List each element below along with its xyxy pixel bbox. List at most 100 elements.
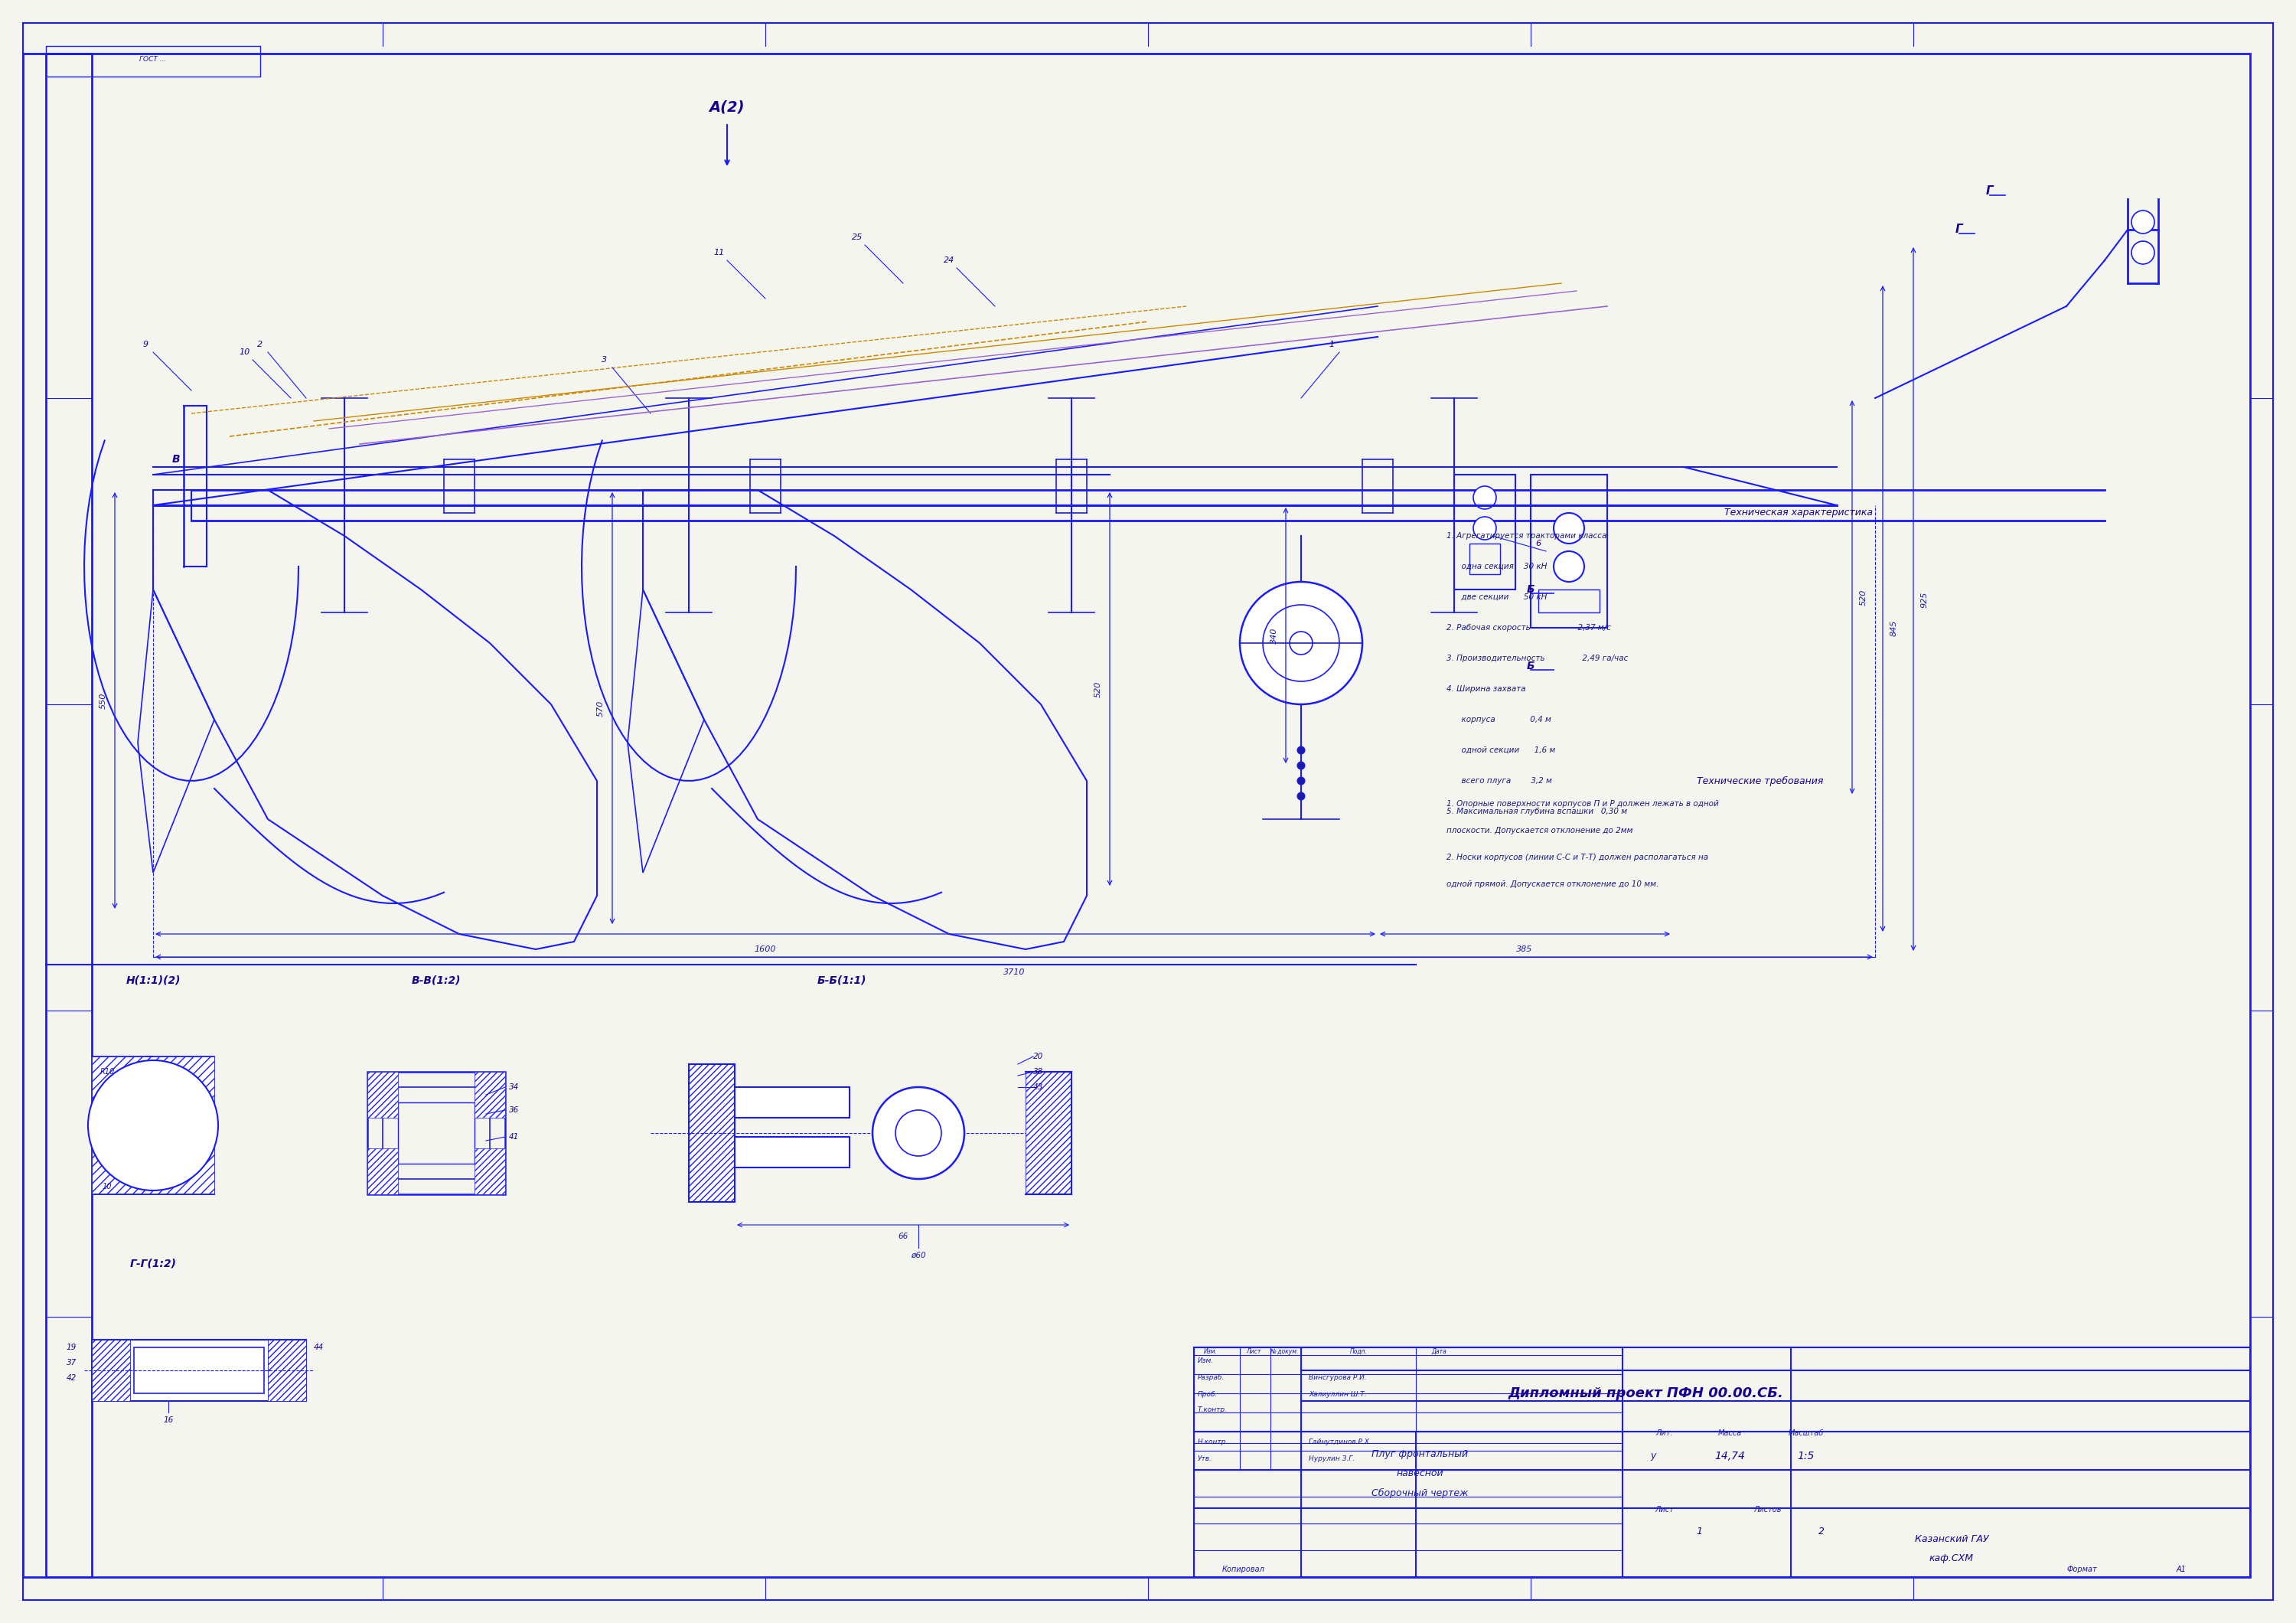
Text: 3710: 3710 xyxy=(1003,969,1024,975)
Circle shape xyxy=(872,1087,964,1178)
Text: 10: 10 xyxy=(103,1183,113,1190)
Text: 6: 6 xyxy=(1536,540,1541,547)
Text: 570: 570 xyxy=(597,700,604,716)
Text: R10: R10 xyxy=(99,1068,115,1076)
Text: всего плуга        3,2 м: всего плуга 3,2 м xyxy=(1446,777,1552,784)
Text: Т.контр.: Т.контр. xyxy=(1199,1407,1228,1414)
Bar xyxy=(367,1149,397,1195)
Text: Утв.: Утв. xyxy=(1199,1454,1212,1462)
Text: 3: 3 xyxy=(602,355,608,364)
Circle shape xyxy=(1297,777,1304,784)
Bar xyxy=(92,1339,305,1401)
Bar xyxy=(1538,589,1600,612)
Text: Б: Б xyxy=(1527,584,1534,596)
Text: 11: 11 xyxy=(714,248,726,256)
Text: 1: 1 xyxy=(1329,341,1334,349)
Bar xyxy=(1469,544,1499,575)
Text: Изм.: Изм. xyxy=(1199,1358,1215,1365)
Text: Плуг фронтальный: Плуг фронтальный xyxy=(1371,1449,1467,1459)
Circle shape xyxy=(1297,761,1304,769)
Text: 9: 9 xyxy=(142,341,149,349)
Bar xyxy=(1026,1071,1072,1195)
Text: 16: 16 xyxy=(163,1417,174,1423)
Text: Казанский ГАУ: Казанский ГАУ xyxy=(1915,1534,1988,1543)
Text: навесной: навесной xyxy=(1396,1469,1444,1479)
Text: Лит.: Лит. xyxy=(1655,1430,1674,1436)
Text: 385: 385 xyxy=(1515,946,1534,953)
Circle shape xyxy=(1290,631,1313,654)
Text: 38: 38 xyxy=(1033,1068,1042,1076)
Bar xyxy=(397,1102,475,1164)
Bar xyxy=(1194,1347,2250,1578)
Text: Техническая характеристика: Техническая характеристика xyxy=(1724,508,1874,518)
Text: 2: 2 xyxy=(1818,1526,1825,1535)
Text: Н.контр.: Н.контр. xyxy=(1199,1440,1228,1446)
Text: 1. Агрегатируется тракторами класса: 1. Агрегатируется тракторами класса xyxy=(1446,532,1607,540)
Text: две секции      50 кН: две секции 50 кН xyxy=(1446,594,1548,601)
Text: В: В xyxy=(172,454,179,464)
Text: 10: 10 xyxy=(239,349,250,355)
Text: плоскости. Допускается отклонение до 2мм: плоскости. Допускается отклонение до 2мм xyxy=(1446,826,1632,834)
Text: Технические требования: Технические требования xyxy=(1697,776,1823,786)
Text: 42: 42 xyxy=(67,1375,76,1381)
Text: 20: 20 xyxy=(1033,1053,1042,1060)
Text: Копировал: Копировал xyxy=(1221,1566,1265,1573)
Text: Лист: Лист xyxy=(1247,1347,1261,1355)
Text: Нурулин З.Г.: Нурулин З.Г. xyxy=(1309,1454,1355,1462)
Bar xyxy=(1531,474,1607,628)
Text: 24: 24 xyxy=(944,256,955,265)
Bar xyxy=(689,1065,735,1203)
Circle shape xyxy=(1474,487,1497,510)
Text: 66: 66 xyxy=(898,1232,909,1240)
Text: у: у xyxy=(1651,1451,1655,1461)
Bar xyxy=(735,1136,850,1167)
Text: 34: 34 xyxy=(510,1083,519,1091)
Text: каф.СХМ: каф.СХМ xyxy=(1929,1553,1975,1563)
Text: корпуса              0,4 м: корпуса 0,4 м xyxy=(1446,716,1552,724)
Circle shape xyxy=(1297,792,1304,800)
Text: А(2): А(2) xyxy=(709,101,744,115)
Circle shape xyxy=(1554,513,1584,544)
Text: Листов: Листов xyxy=(1754,1506,1782,1514)
Text: 19: 19 xyxy=(67,1344,76,1352)
Bar xyxy=(23,54,92,1578)
Text: 43: 43 xyxy=(1033,1083,1042,1091)
Text: 2. Рабочая скорость                   2,37 м/с: 2. Рабочая скорость 2,37 м/с xyxy=(1446,623,1612,631)
Circle shape xyxy=(2131,242,2154,265)
Bar xyxy=(475,1071,505,1118)
Bar xyxy=(92,1339,131,1401)
Text: Г-Г(1:2): Г-Г(1:2) xyxy=(129,1258,177,1269)
Circle shape xyxy=(1297,747,1304,755)
Text: 340: 340 xyxy=(1270,626,1279,644)
Bar xyxy=(367,1071,397,1118)
Text: Дата: Дата xyxy=(1430,1347,1446,1355)
Text: Масштаб: Масштаб xyxy=(1789,1430,1823,1436)
Text: 25: 25 xyxy=(852,234,863,242)
Text: Г: Г xyxy=(1956,224,1963,235)
Text: 5. Максимальная глубина вспашки   0,30 м: 5. Максимальная глубина вспашки 0,30 м xyxy=(1446,808,1628,815)
Circle shape xyxy=(895,1110,941,1156)
Text: 550: 550 xyxy=(99,693,108,709)
Text: одной секции      1,6 м: одной секции 1,6 м xyxy=(1446,747,1554,755)
Text: 1:5: 1:5 xyxy=(1798,1451,1814,1461)
Circle shape xyxy=(1263,605,1339,682)
Text: 44: 44 xyxy=(315,1344,324,1352)
Circle shape xyxy=(1474,516,1497,540)
Bar xyxy=(46,45,259,76)
Text: 3. Производительность               2,49 га/час: 3. Производительность 2,49 га/час xyxy=(1446,654,1628,662)
Bar xyxy=(133,1347,264,1393)
Bar xyxy=(1453,474,1515,589)
Text: 41: 41 xyxy=(510,1133,519,1141)
Text: 14,74: 14,74 xyxy=(1715,1451,1745,1461)
Text: 2. Носки корпусов (линии С-С и Т-Т) должен располагаться на: 2. Носки корпусов (линии С-С и Т-Т) долж… xyxy=(1446,854,1708,862)
Text: А1: А1 xyxy=(2177,1566,2186,1573)
Text: Проб.: Проб. xyxy=(1199,1391,1217,1397)
Text: ø60: ø60 xyxy=(912,1251,925,1259)
Circle shape xyxy=(1554,552,1584,581)
Bar xyxy=(92,1057,214,1195)
Text: 2: 2 xyxy=(257,341,264,349)
Text: Г: Г xyxy=(1986,185,1993,196)
Bar xyxy=(269,1339,305,1401)
Bar xyxy=(367,1071,505,1195)
Text: Изм.: Изм. xyxy=(1203,1347,1217,1355)
